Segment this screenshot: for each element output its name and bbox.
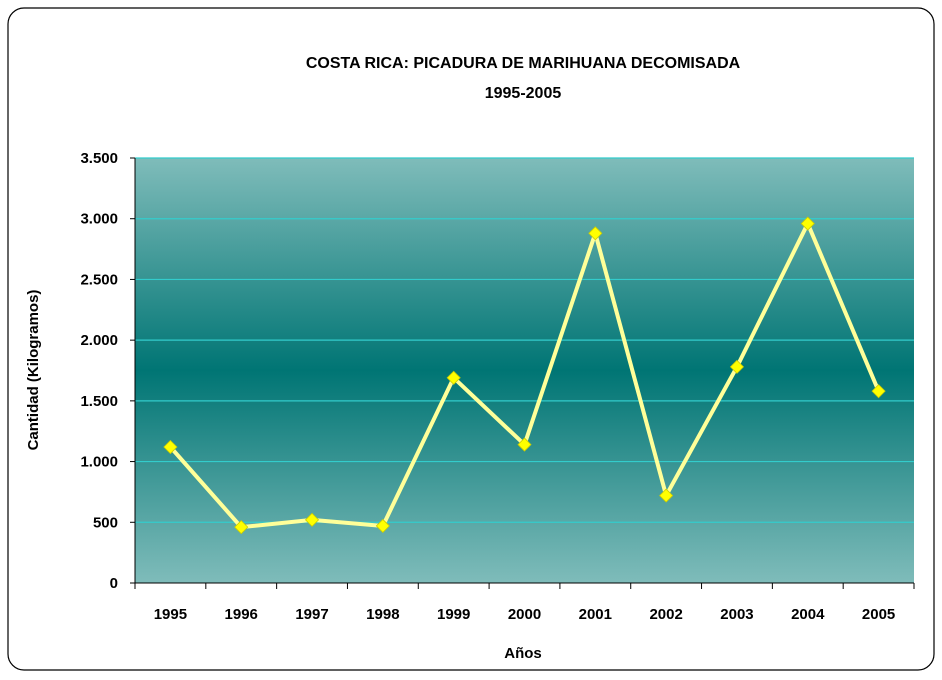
- plot-area: [135, 158, 914, 583]
- x-tick-label: 2003: [720, 606, 753, 623]
- y-tick-label: 2.500: [80, 271, 118, 288]
- x-tick-label: 1995: [154, 606, 187, 623]
- x-axis-label: Años: [504, 645, 542, 662]
- gridlines: [135, 157, 914, 523]
- x-tick-label: 1996: [225, 606, 258, 623]
- x-tick-label: 1997: [295, 606, 328, 623]
- data-point: [659, 488, 674, 503]
- chart-subtitle: 1995-2005: [485, 85, 562, 102]
- series: [163, 216, 886, 535]
- y-tick-labels: 0 500 1.000 1.500 2.000 2.500 3.000 3.500: [80, 150, 118, 592]
- y-tick-label: 1.000: [80, 454, 118, 471]
- data-point: [800, 216, 815, 231]
- y-tick-label: 0: [110, 575, 118, 592]
- data-point: [163, 439, 178, 455]
- y-tick-label: 1.500: [80, 393, 118, 410]
- x-tick-label: 2000: [508, 606, 541, 623]
- x-tick-labels: 1995 1996 1997 1998 1999 2000 2001 2002 2003 2004…: [154, 606, 896, 623]
- data-point: [729, 359, 745, 374]
- x-tick-label: 1999: [437, 606, 470, 623]
- chart-title: COSTA RICA: PICADURA DE MARIHUANA DECOMI…: [306, 55, 741, 72]
- data-point: [871, 384, 886, 399]
- data-point: [517, 437, 532, 452]
- data-point: [375, 518, 390, 533]
- data-point: [446, 370, 461, 385]
- data-point: [588, 226, 603, 241]
- data-point: [304, 512, 320, 527]
- y-tick-label: 3.000: [80, 211, 118, 228]
- y-tick-label: 500: [93, 514, 118, 531]
- y-tick-label: 3.500: [80, 150, 118, 167]
- y-axis-label: Cantidad (Kilogramos): [25, 290, 42, 451]
- x-tick-label: 2002: [649, 606, 682, 623]
- data-point: [234, 520, 249, 535]
- x-tick-label: 1998: [366, 606, 399, 623]
- y-tick-label: 2.000: [80, 332, 118, 349]
- x-tick-label: 2001: [579, 606, 612, 623]
- axes: [130, 157, 915, 589]
- x-tick-label: 2004: [791, 606, 825, 623]
- x-tick-label: 2005: [862, 606, 895, 623]
